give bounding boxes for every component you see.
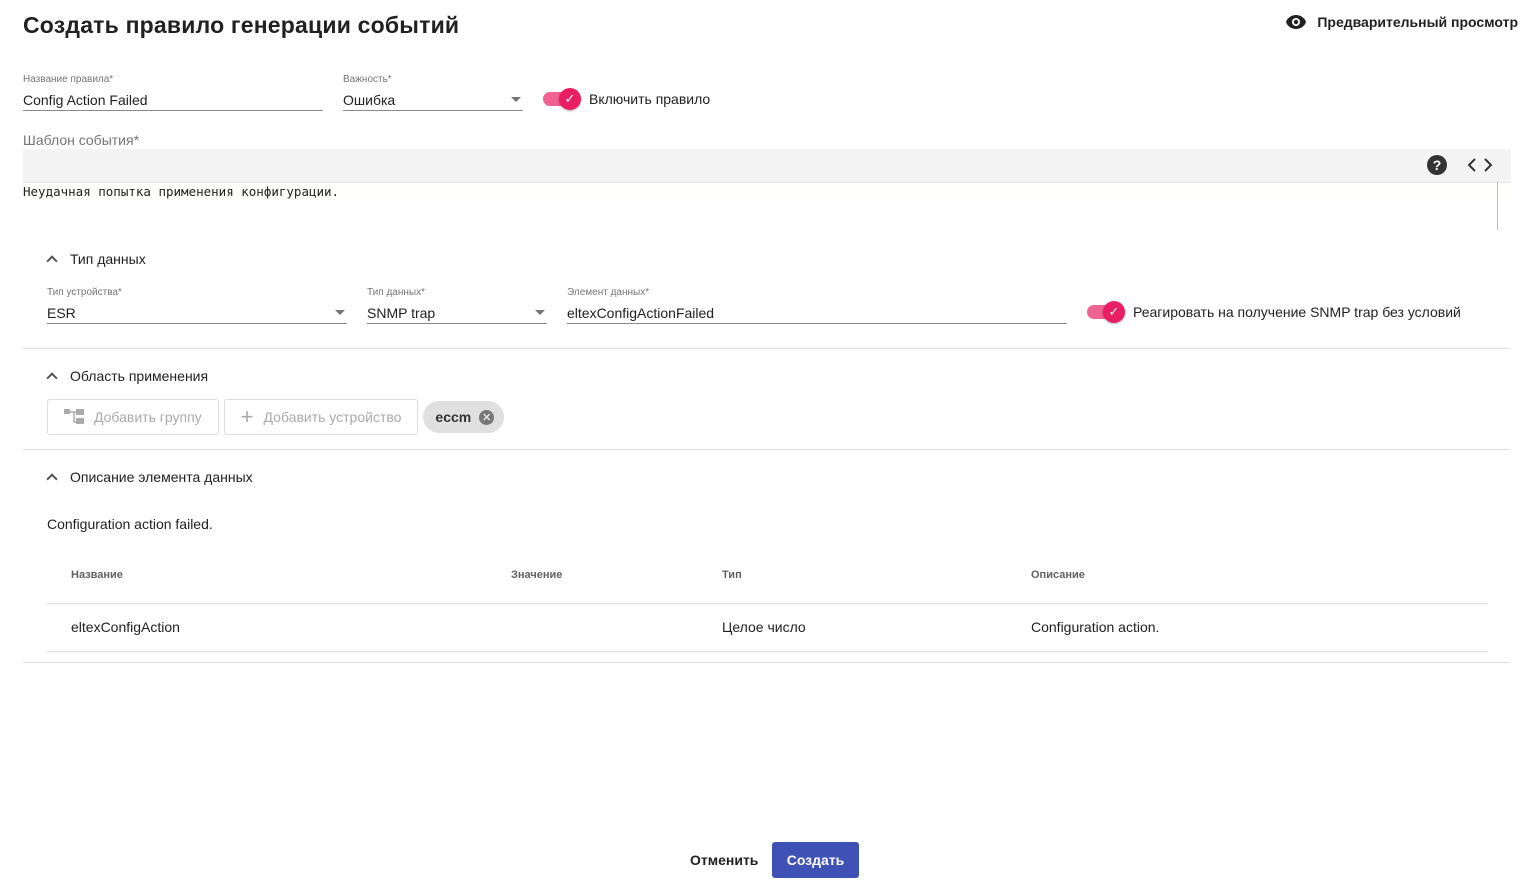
divider	[23, 662, 1510, 663]
device-chip[interactable]: eccm ✕	[423, 401, 505, 433]
group-tree-icon	[64, 409, 84, 424]
close-icon[interactable]: ✕	[479, 409, 495, 425]
section-description-header[interactable]: Описание элемента данных	[46, 469, 253, 485]
template-editor[interactable]: ? Неудачная попытка применения конфигура…	[23, 149, 1511, 199]
data-type-select[interactable]: Тип данных* SNMP trap	[367, 287, 547, 324]
chevron-up-icon	[46, 255, 58, 267]
eye-icon	[1286, 15, 1307, 29]
plus-icon: +	[240, 404, 254, 429]
chip-label: eccm	[435, 409, 472, 425]
template-text[interactable]: Неудачная попытка применения конфигураци…	[23, 182, 1511, 199]
page-title: Создать правило генерации событий	[23, 12, 460, 38]
help-icon[interactable]: ?	[1427, 155, 1447, 175]
divider	[47, 651, 1488, 652]
data-element-label: Элемент данных*	[567, 287, 650, 298]
column-header: Значение	[511, 569, 563, 581]
caret-down-icon	[335, 310, 345, 315]
create-button[interactable]: Создать	[772, 842, 859, 878]
data-element-field[interactable]: Элемент данных* eltexConfigActionFailed	[567, 287, 1067, 324]
data-type-label: Тип данных*	[367, 287, 425, 298]
rule-name-input[interactable]: Config Action Failed	[23, 91, 148, 108]
cancel-button[interactable]: Отменить	[680, 842, 768, 878]
severity-value: Ошибка	[343, 91, 396, 108]
column-header: Описание	[1031, 569, 1085, 581]
severity-label: Важность*	[343, 74, 392, 85]
rule-name-label: Название правила*	[23, 74, 114, 85]
svg-text:?: ?	[1433, 157, 1442, 173]
template-label: Шаблон события*	[23, 132, 140, 148]
device-type-value: ESR	[47, 304, 76, 321]
check-icon: ✓	[559, 88, 581, 110]
section-title: Область применения	[70, 368, 209, 384]
snmp-trap-toggle[interactable]: ✓ Реагировать на получение SNMP trap без…	[1087, 301, 1461, 323]
device-type-label: Тип устройства*	[47, 287, 122, 298]
cell-description: Configuration action.	[1031, 619, 1160, 635]
add-device-button[interactable]: + Добавить устройство	[223, 399, 419, 435]
section-title: Описание элемента данных	[70, 469, 253, 485]
check-icon: ✓	[1103, 301, 1125, 323]
caret-down-icon	[535, 310, 545, 315]
cell-name: eltexConfigAction	[71, 619, 180, 635]
divider	[23, 449, 1510, 450]
section-title: Тип данных	[70, 251, 146, 267]
column-header: Тип	[722, 569, 742, 581]
section-data-type-header[interactable]: Тип данных	[46, 251, 146, 267]
enable-rule-toggle[interactable]: ✓ Включить правило	[543, 88, 711, 110]
preview-label: Предварительный просмотр	[1317, 14, 1518, 30]
rule-name-field[interactable]: Название правила* Config Action Failed	[23, 74, 323, 111]
element-description: Configuration action failed.	[47, 516, 213, 532]
divider	[23, 348, 1510, 349]
cell-type: Целое число	[722, 619, 806, 635]
chevron-up-icon	[46, 473, 58, 485]
snmp-trap-label: Реагировать на получение SNMP trap без у…	[1133, 304, 1461, 320]
enable-rule-label: Включить правило	[589, 91, 711, 107]
divider	[47, 603, 1488, 604]
device-type-select[interactable]: Тип устройства* ESR	[47, 287, 347, 324]
add-group-button[interactable]: Добавить группу	[47, 399, 219, 435]
data-type-value: SNMP trap	[367, 304, 436, 321]
code-icon[interactable]	[1467, 157, 1493, 173]
severity-select[interactable]: Важность* Ошибка	[343, 74, 523, 111]
editor-scrollbar[interactable]	[1497, 182, 1498, 230]
column-header: Название	[71, 569, 123, 581]
caret-down-icon	[511, 97, 521, 102]
preview-button[interactable]: Предварительный просмотр	[1285, 14, 1518, 30]
chevron-up-icon	[46, 372, 58, 384]
add-device-label: Добавить устройство	[263, 409, 402, 425]
data-element-input[interactable]: eltexConfigActionFailed	[567, 304, 715, 321]
section-scope-header[interactable]: Область применения	[46, 368, 209, 384]
add-group-label: Добавить группу	[94, 409, 202, 425]
